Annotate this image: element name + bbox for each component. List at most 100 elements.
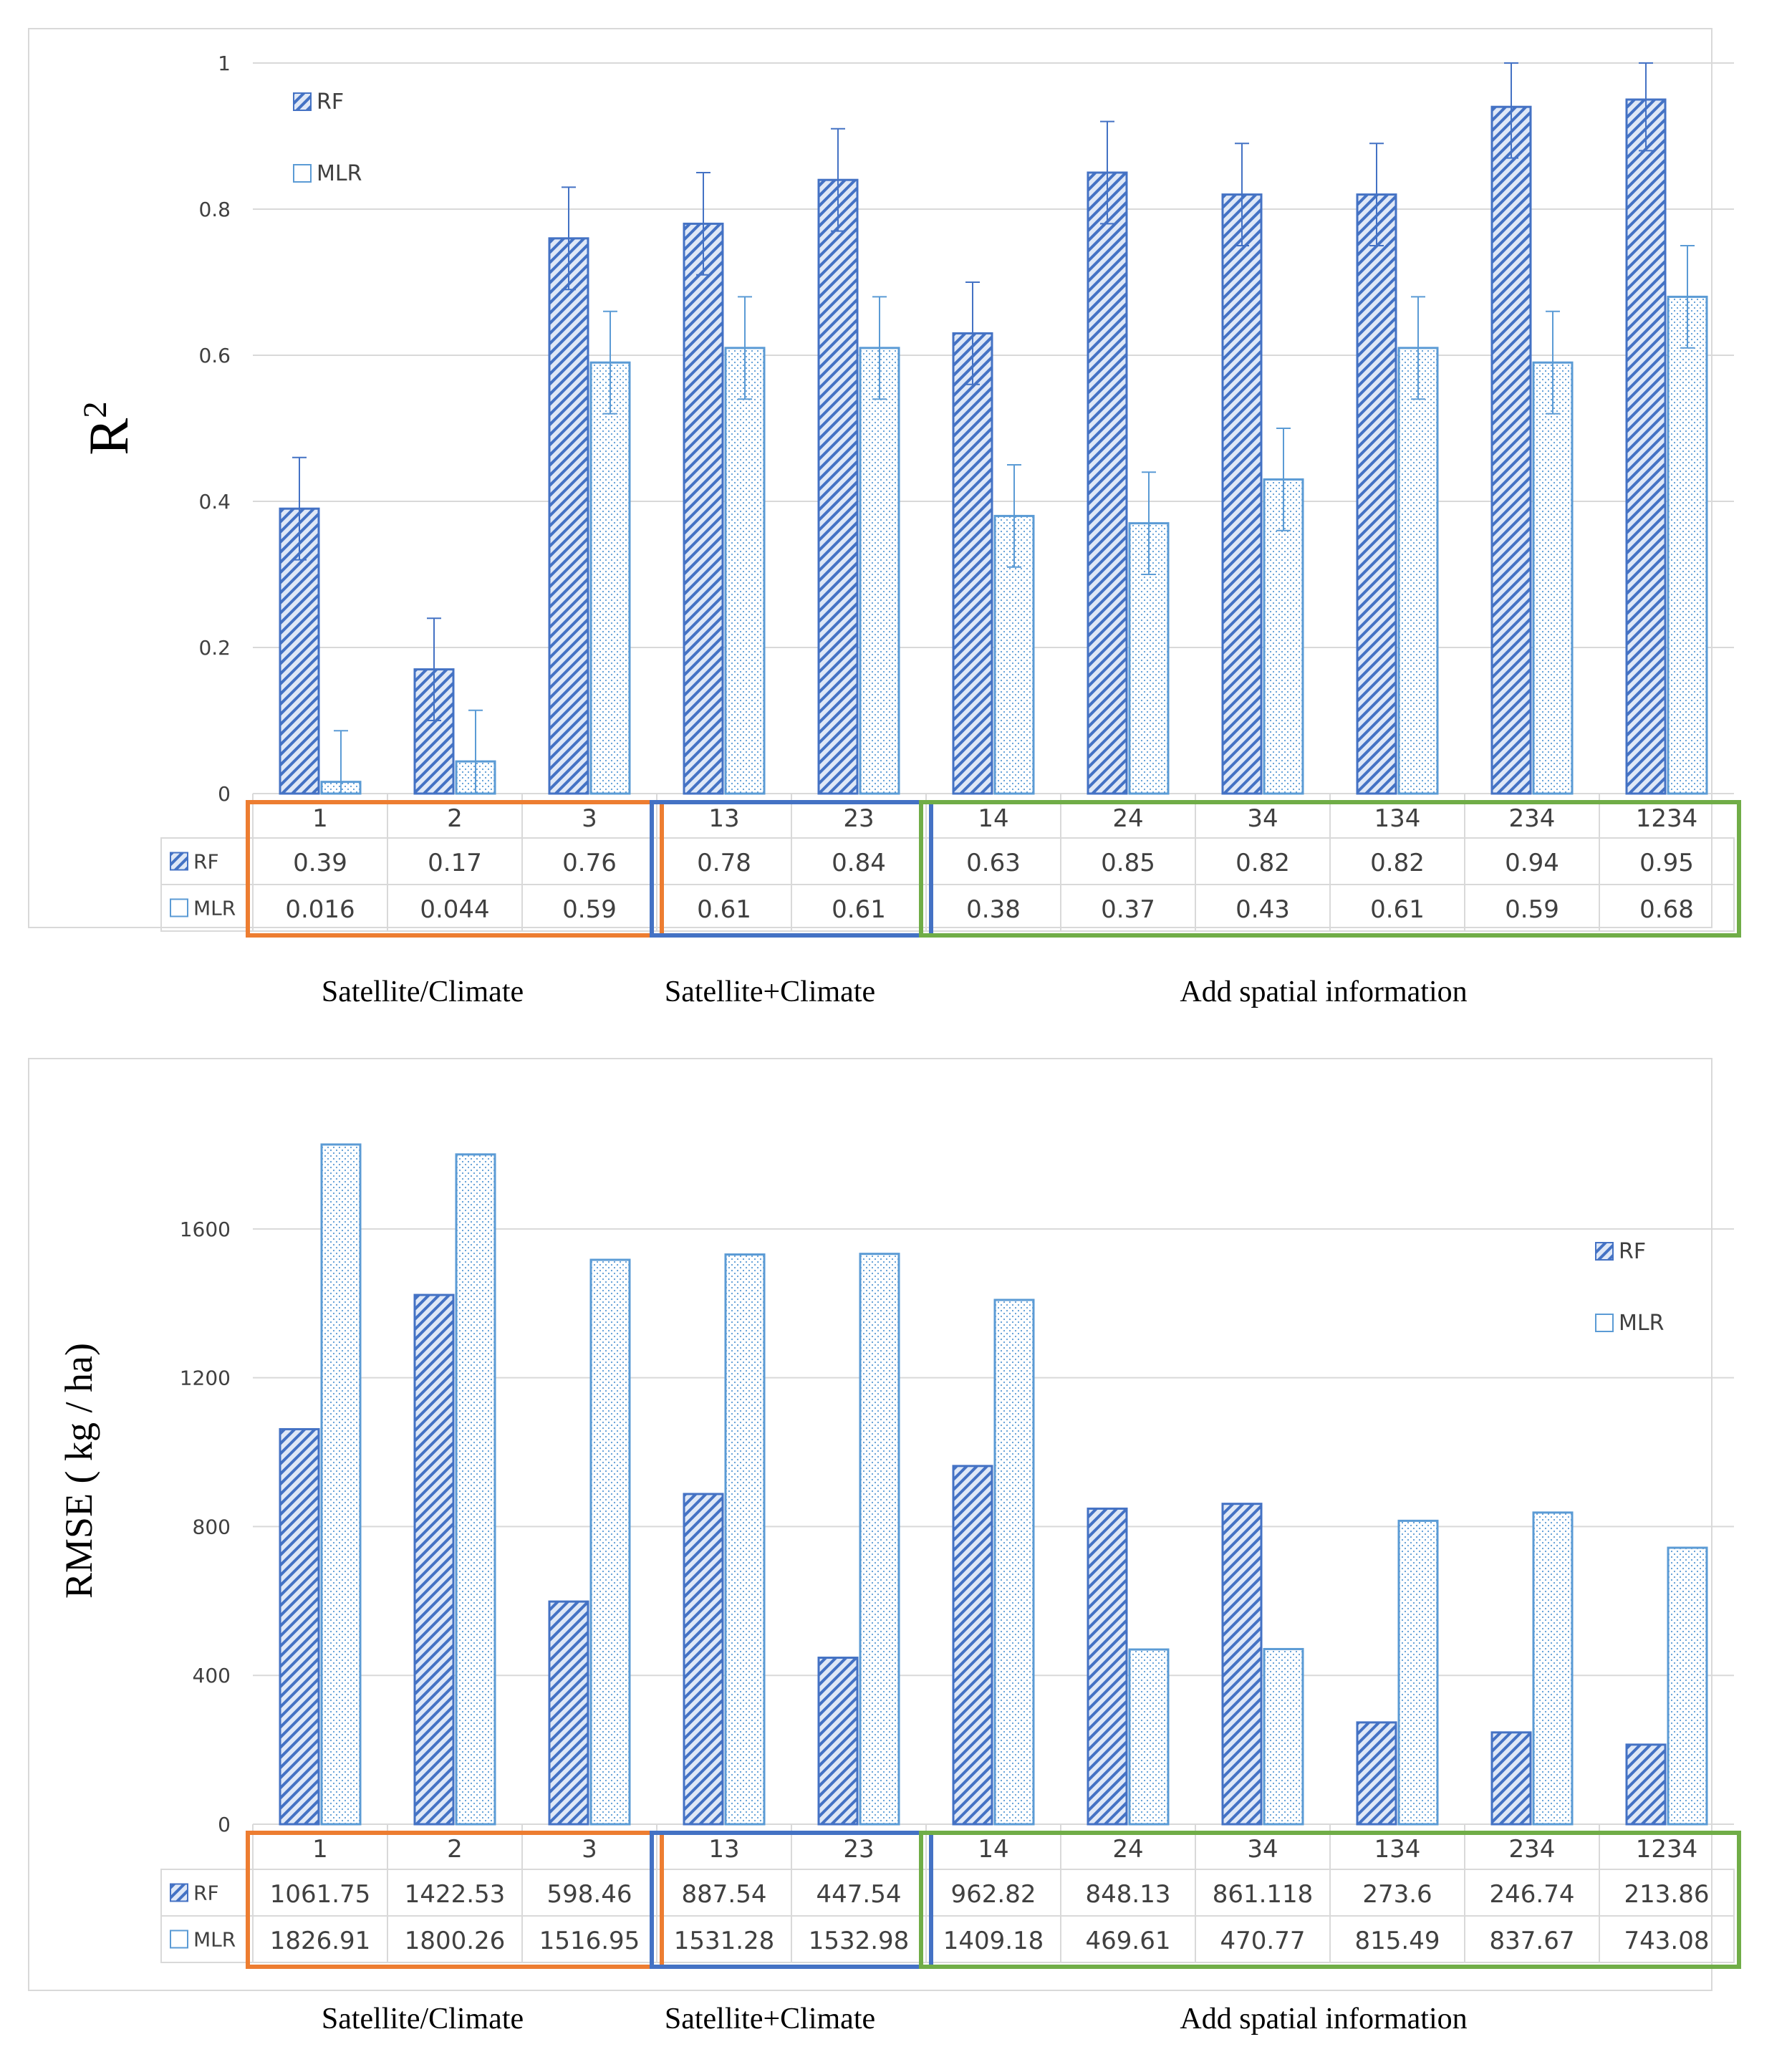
chart-frame [28,1058,1712,1991]
rf-bar-14 [952,332,993,795]
mlr-value-234: 0.59 [1505,895,1559,924]
y-axis-label: R2 [77,401,140,455]
group-box-1 [650,1831,933,1969]
group-label-0: Satellite/Climate [322,2003,524,2035]
rf-value-2: 0.17 [428,849,482,877]
rf-bar-1234 [1625,98,1667,795]
mlr-bar-14 [993,1299,1035,1826]
rf-value-3: 598.46 [547,1880,632,1909]
mlr-value-13: 1531.28 [674,1927,775,1955]
category-label-2: 2 [447,804,463,833]
rf-legend-swatch [293,92,312,111]
rf-value-234: 0.94 [1505,849,1559,877]
mlr-value-23: 0.61 [832,895,886,924]
mlr-value-2: 1800.26 [405,1927,506,1955]
category-label-2: 2 [447,1835,463,1864]
rf-value-23: 0.84 [832,849,886,877]
rf-value-24: 0.85 [1101,849,1155,877]
y-tick-label: 0 [218,782,231,806]
mlr-bar-24 [1128,1648,1170,1826]
group-box-2 [919,800,1741,938]
rf-bar-134 [1356,193,1397,795]
category-label-13: 13 [708,1835,739,1864]
rf-value-134: 273.6 [1362,1880,1432,1909]
y-axis-label-superscript: 2 [77,401,114,418]
mlr-value-24: 469.61 [1086,1927,1171,1955]
rf-bar-23 [817,178,859,795]
mlr-row-label: MLR [193,1928,236,1952]
rf-bar-13 [683,222,724,795]
r2-chart: 00.20.40.60.81R210.390.01620.170.04430.7… [28,28,1741,1008]
rf-value-24: 848.13 [1086,1880,1171,1909]
group-label-2: Add spatial information [1180,2003,1467,2035]
mlr-value-1234: 0.68 [1639,895,1694,924]
mlr-bar-3 [589,361,631,795]
mlr-bar-3 [589,1258,631,1826]
y-tick-label: 800 [193,1515,231,1538]
rf-row-label: RF [193,850,219,874]
rmse-chart: 0 400 800 1200 1600 RMSE ( kg / ha) 1 1061.75 18… [28,1058,1741,2035]
category-label-24: 24 [1112,804,1143,833]
mlr-bar-34 [1263,478,1304,795]
mlr-bar-1 [320,1143,362,1826]
group-box-0 [246,1831,664,1969]
rf-value-1: 1061.75 [270,1880,371,1909]
rf-bar-3 [548,1600,589,1826]
rf-row-swatch [170,1883,188,1902]
category-label-1234: 1234 [1636,1835,1698,1864]
rf-bar-134 [1356,1721,1397,1826]
group-label-1: Satellite+Climate [665,2003,875,2035]
category-label-13: 13 [708,804,739,833]
mlr-bar-23 [859,347,900,795]
mlr-legend-label: MLR [317,161,362,186]
y-axis-label-text: RMSE ( kg / ha) [57,1343,100,1599]
mlr-bar-2 [455,1153,496,1826]
y-tick-label: 0 [218,1813,231,1836]
category-label-3: 3 [582,1835,597,1864]
y-tick-label: 0.4 [198,490,231,514]
y-tick-label: 1200 [180,1367,231,1390]
mlr-value-34: 470.77 [1220,1927,1306,1955]
mlr-bar-13 [724,1253,766,1826]
rf-row-label: RF [193,1882,219,1905]
mlr-row-label: MLR [193,897,236,920]
rf-bar-13 [683,1493,724,1826]
y-tick-label: 0.2 [198,636,231,660]
rf-value-1234: 0.95 [1639,849,1694,877]
mlr-value-34: 0.43 [1235,895,1290,924]
mlr-value-14: 1409.18 [943,1927,1044,1955]
group-label-1: Satellite+Climate [665,975,875,1008]
rf-bar-234 [1490,105,1532,795]
mlr-bar-134 [1397,347,1439,795]
category-label-134: 134 [1374,1835,1421,1864]
mlr-bar-34 [1263,1647,1304,1826]
mlr-row-swatch [170,1929,188,1949]
mlr-bar-1234 [1667,1546,1708,1826]
category-label-23: 23 [843,1835,874,1864]
rf-value-1234: 213.86 [1624,1880,1710,1909]
group-box-0 [246,800,664,938]
rf-value-234: 246.74 [1490,1880,1575,1909]
rf-legend-label: RF [1619,1239,1646,1264]
group-label-2: Add spatial information [1180,975,1467,1008]
category-label-234: 234 [1509,1835,1556,1864]
category-label-1: 1 [312,1835,328,1864]
rf-bar-34 [1221,1503,1263,1826]
rf-bar-2 [413,1293,455,1826]
chart-frame [28,28,1712,928]
mlr-bar-134 [1397,1519,1439,1826]
category-label-3: 3 [582,804,597,833]
rf-bar-24 [1087,1507,1128,1826]
mlr-value-134: 0.61 [1370,895,1425,924]
rf-bar-34 [1221,193,1263,795]
mlr-value-234: 837.67 [1490,1927,1575,1955]
category-label-24: 24 [1112,1835,1143,1864]
y-tick-label: 400 [193,1664,231,1687]
rf-bar-3 [548,237,589,795]
rf-value-13: 0.78 [697,849,751,877]
category-label-34: 34 [1247,1835,1278,1864]
category-label-1: 1 [312,804,328,833]
rf-bar-14 [952,1465,993,1826]
category-label-134: 134 [1374,804,1421,833]
